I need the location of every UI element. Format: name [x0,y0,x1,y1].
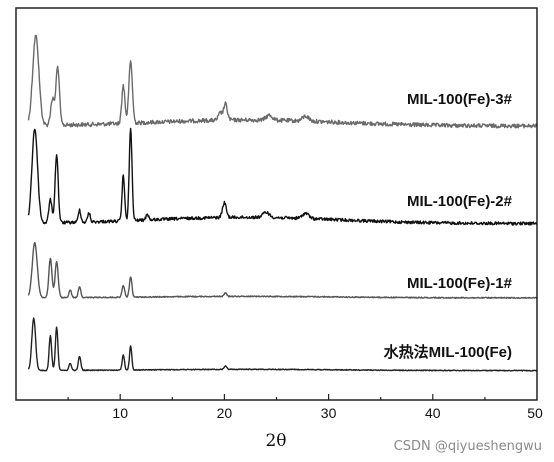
series-line-3 [27,241,538,300]
x-tick-label: 50 [527,405,543,421]
x-tick-label: 30 [321,405,337,421]
series-label-3: MIL-100(Fe)-1# [407,275,513,292]
x-axis-label: 2θ [265,431,286,451]
x-tick-label: 10 [112,405,128,421]
series-label-1: MIL-100(Fe)-3# [407,91,513,108]
series-label-2: MIL-100(Fe)-2# [407,193,513,210]
series-line-4 [27,317,538,372]
watermark-text: CSDN @qiyueshengwu [393,439,542,454]
x-tick-label: 20 [217,405,233,421]
series-label-4: 水热法MIL-100(Fe) [384,343,512,361]
series-line-1 [27,34,538,129]
plot-area [27,34,538,372]
series-line-2 [27,127,538,226]
x-axis-ticks: 10 20 30 40 50 [67,394,543,421]
series-labels: MIL-100(Fe)-3# MIL-100(Fe)-2# MIL-100(Fe)-… [384,91,513,361]
x-tick-label: 40 [425,405,441,421]
